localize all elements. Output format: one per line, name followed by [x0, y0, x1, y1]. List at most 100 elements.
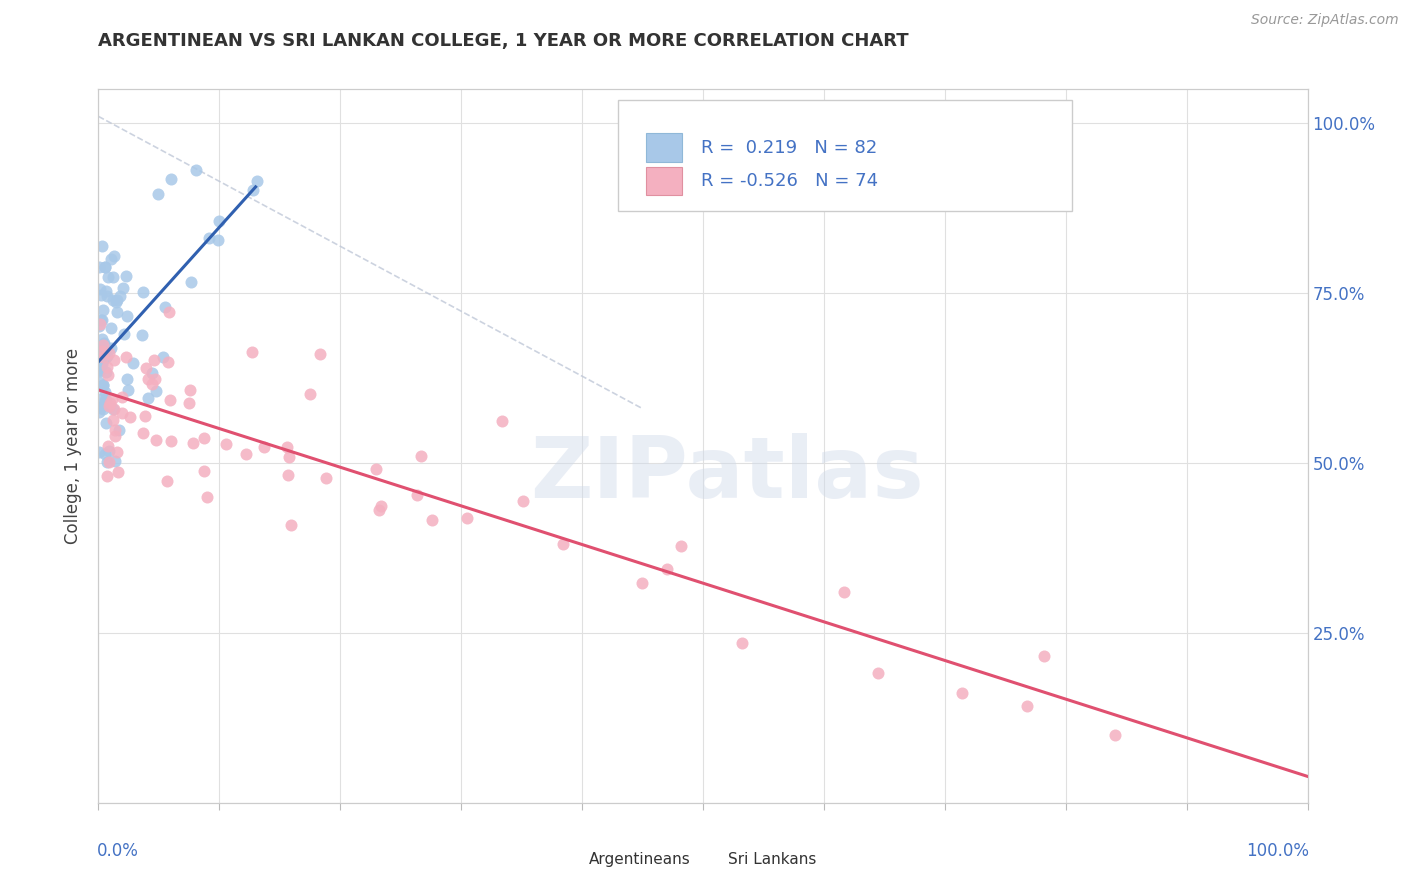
Point: [731, 636, 754, 650]
Point: [90, 287, 112, 301]
Point: [111, 390, 134, 404]
Point: [657, 561, 679, 575]
Point: [671, 539, 693, 553]
Point: [103, 413, 125, 427]
Point: [195, 490, 218, 504]
Point: [198, 230, 221, 244]
Point: [91, 332, 114, 346]
Point: [368, 503, 391, 517]
Point: [180, 276, 202, 290]
Point: [96, 455, 118, 469]
Point: [277, 467, 299, 482]
Point: [94, 392, 117, 407]
Point: [152, 351, 174, 365]
Point: [103, 249, 125, 263]
Point: [103, 402, 125, 417]
Point: [93, 351, 115, 366]
Point: [207, 233, 229, 247]
Point: [950, 686, 973, 700]
Point: [315, 471, 337, 485]
Point: [409, 449, 432, 463]
Point: [104, 295, 127, 310]
Point: [118, 410, 141, 425]
Bar: [647, 167, 682, 195]
Point: [298, 386, 321, 401]
Point: [145, 433, 167, 447]
Point: [105, 305, 128, 319]
Point: [866, 666, 889, 681]
Point: [93, 336, 115, 351]
Point: [103, 401, 125, 416]
Point: [112, 326, 135, 341]
Bar: [558, 847, 585, 871]
Point: [364, 462, 387, 476]
Point: [1032, 648, 1054, 663]
Point: [179, 396, 201, 410]
Point: [1017, 699, 1039, 714]
Point: [131, 328, 153, 343]
Point: [90, 357, 112, 371]
Text: ARGENTINEAN VS SRI LANKAN COLLEGE, 1 YEAR OR MORE CORRELATION CHART: ARGENTINEAN VS SRI LANKAN COLLEGE, 1 YEA…: [98, 32, 910, 50]
Point: [184, 163, 207, 178]
Point: [100, 341, 122, 355]
Point: [104, 454, 127, 468]
Point: [242, 183, 264, 197]
Point: [103, 270, 125, 285]
Point: [97, 368, 120, 382]
Point: [145, 372, 167, 386]
Point: [89, 282, 111, 296]
Point: [132, 425, 155, 440]
Point: [111, 406, 134, 420]
Text: 0.0%: 0.0%: [97, 842, 139, 860]
Point: [93, 399, 115, 413]
Point: [94, 392, 117, 407]
Point: [89, 358, 111, 372]
Point: [89, 355, 111, 369]
Bar: [697, 847, 724, 871]
Point: [104, 429, 127, 443]
Point: [105, 293, 128, 307]
Point: [90, 313, 112, 327]
Point: [117, 372, 139, 386]
Point: [135, 361, 157, 376]
Point: [96, 349, 118, 363]
Point: [87, 260, 110, 274]
Point: [94, 350, 117, 364]
Point: [96, 416, 118, 430]
Point: [96, 469, 118, 483]
Point: [456, 511, 478, 525]
Point: [160, 434, 183, 448]
Point: [97, 345, 120, 359]
Point: [111, 281, 134, 295]
Point: [141, 376, 163, 391]
FancyBboxPatch shape: [619, 100, 1071, 211]
Point: [280, 517, 302, 532]
Text: Sri Lankans: Sri Lankans: [728, 852, 817, 867]
Point: [405, 488, 427, 502]
Point: [134, 409, 156, 424]
Point: [91, 239, 114, 253]
Point: [146, 186, 169, 201]
Point: [87, 445, 110, 459]
Point: [90, 340, 112, 354]
Point: [91, 402, 114, 417]
Point: [87, 363, 110, 377]
Point: [253, 440, 276, 454]
Point: [90, 357, 112, 371]
Point: [235, 447, 257, 461]
Point: [90, 400, 112, 414]
Point: [91, 313, 114, 327]
Point: [208, 214, 231, 228]
Point: [160, 172, 183, 186]
Point: [100, 321, 122, 335]
Point: [87, 376, 110, 390]
Point: [91, 377, 114, 392]
Point: [107, 465, 129, 479]
Point: [512, 493, 534, 508]
Point: [91, 302, 114, 317]
Point: [98, 444, 121, 458]
Point: [143, 352, 166, 367]
Point: [97, 439, 120, 453]
Point: [246, 174, 269, 188]
Point: [105, 444, 128, 458]
